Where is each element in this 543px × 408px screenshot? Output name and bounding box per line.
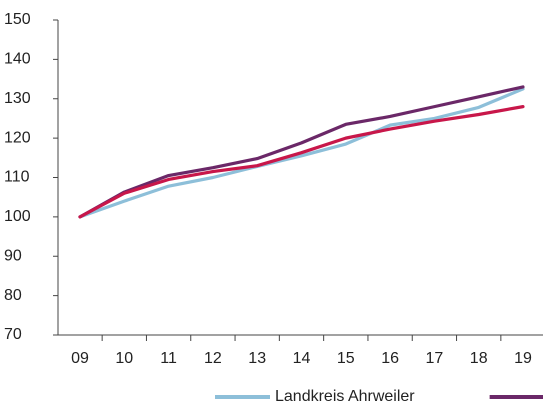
x-tick-label: 16 bbox=[381, 350, 399, 367]
y-tick-label: 80 bbox=[4, 287, 22, 304]
x-tick-label: 12 bbox=[204, 350, 222, 367]
legend-label: Landkreis Ahrweiler bbox=[275, 388, 415, 405]
series-line bbox=[78, 85, 525, 219]
series-line bbox=[78, 105, 525, 219]
x-tick-label: 18 bbox=[470, 350, 488, 367]
x-tick-label: 13 bbox=[248, 350, 266, 367]
x-tick-label: 09 bbox=[71, 350, 89, 367]
x-tick-label: 14 bbox=[293, 350, 311, 367]
y-tick-label: 120 bbox=[4, 129, 31, 146]
y-tick-label: 110 bbox=[4, 169, 30, 186]
y-tick-label: 100 bbox=[4, 208, 31, 225]
x-tick-label: 10 bbox=[115, 350, 133, 367]
y-tick-label: 90 bbox=[4, 247, 22, 264]
y-tick-label: 140 bbox=[4, 51, 31, 68]
y-tick-label: 150 bbox=[4, 11, 31, 28]
x-tick-label: 19 bbox=[514, 350, 532, 367]
series-line bbox=[78, 87, 525, 219]
x-tick-label: 11 bbox=[160, 350, 177, 367]
x-tick-label: 15 bbox=[337, 350, 355, 367]
y-tick-label: 130 bbox=[4, 90, 31, 107]
y-tick-label: 70 bbox=[4, 326, 22, 343]
x-tick-label: 17 bbox=[426, 350, 444, 367]
